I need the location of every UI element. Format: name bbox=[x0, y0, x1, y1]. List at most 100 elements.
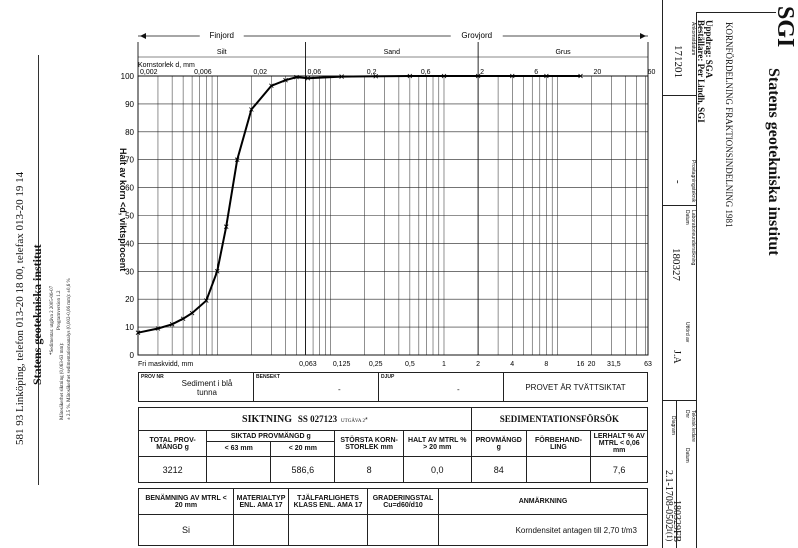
fraction-label-bg bbox=[450, 29, 503, 39]
djup-label: DJUP bbox=[381, 374, 395, 380]
siktning-star: * bbox=[365, 416, 368, 424]
v-lerhalt: 7,6 bbox=[590, 456, 648, 483]
v-benamning: Si bbox=[138, 514, 234, 546]
x-bottom-tick-label: 1 bbox=[442, 361, 446, 368]
tekn-label: Teknisk ledare bbox=[690, 410, 696, 442]
datum2-label: Datum bbox=[684, 448, 690, 463]
col-lt63: < 63 mm bbox=[206, 440, 272, 458]
col-tjal: TJÄLFARLIGHETS KLASS ENL. AMA 17 bbox=[288, 487, 368, 516]
header-top-line bbox=[696, 12, 776, 13]
djup-value: - bbox=[457, 385, 460, 394]
data-point bbox=[283, 77, 288, 83]
y-tick-label: 70 bbox=[125, 156, 134, 165]
provet-text: PROVET ÄR TVÄTTSIKTAT bbox=[503, 372, 648, 402]
y-tick-label: 50 bbox=[125, 212, 134, 221]
prov-table: PROV NR Sediment i blå tunna BENSEKT - D… bbox=[138, 372, 648, 402]
data-point bbox=[441, 73, 447, 79]
provtagning-value: - bbox=[672, 180, 684, 184]
v-lt63 bbox=[206, 456, 272, 483]
col-forbehand: FÖRBEHAND-LING bbox=[525, 430, 592, 458]
x-bottom-tick-label: 0,063 bbox=[299, 361, 317, 368]
data-point bbox=[475, 73, 481, 79]
x-bottom-tick-label: 63 bbox=[644, 361, 652, 368]
x-bottom-tick-label: 20 bbox=[588, 361, 596, 368]
x-top-tick-label: 6 bbox=[534, 69, 538, 76]
v-tjal bbox=[288, 514, 368, 546]
x-bottom-tick-label: 31,5 bbox=[607, 361, 621, 368]
djup-cell: DJUP - bbox=[378, 372, 504, 402]
v-materialtyp bbox=[233, 514, 289, 546]
x-top-axis-label: Kornstorlek d, mm bbox=[138, 62, 195, 69]
bensekt-value: - bbox=[338, 385, 341, 394]
x-top-tick-label: 0,006 bbox=[194, 69, 212, 76]
v-forbehand bbox=[525, 456, 592, 483]
x-top-tick-label: 0,002 bbox=[140, 69, 158, 76]
provtagning-label: Provtagningsteknik bbox=[690, 160, 696, 203]
siktning-title: SIKTNING bbox=[242, 413, 293, 425]
v-total: 3212 bbox=[137, 456, 208, 483]
y-tick-label: 60 bbox=[125, 184, 134, 193]
x-top-tick-label: 20 bbox=[594, 69, 602, 76]
y-tick-label: 80 bbox=[125, 128, 134, 137]
utford-label: Utförd av bbox=[684, 322, 690, 343]
v-provmangd: 84 bbox=[470, 456, 527, 483]
fraction-arrow-left bbox=[140, 33, 146, 39]
logo: SGI bbox=[772, 6, 798, 48]
provnr-value: Sediment i blå tunna bbox=[181, 379, 233, 397]
subtitle: KORNFÖRDELNING FRAKTIONSINDELNING 1981 bbox=[724, 22, 734, 228]
fraction-label-grovjord: Grovjord bbox=[461, 31, 492, 40]
header-block: Ankomstdatum 171201 Provtagningsteknik -… bbox=[662, 0, 798, 548]
datum-label: Datum bbox=[684, 210, 690, 225]
col-materialtyp: MATERIALTYP ENL. AMA 17 bbox=[233, 487, 289, 516]
benamning-table: BENÄMNING AV MTRL < 20 mm MATERIALTYP EN… bbox=[138, 487, 648, 546]
data-point bbox=[135, 330, 141, 335]
v-anmarkning: Korndensitet antagen till 2,70 t/m3 bbox=[438, 514, 648, 546]
provnr-label: PROV NR bbox=[141, 374, 164, 380]
data-point bbox=[578, 73, 583, 79]
siktning-table: SIKTNING SS 027123 UTGÅVA 2* SEDIMENTATI… bbox=[137, 406, 649, 483]
col-gradering: GRADERINGSTAL Cu=d60/d10 bbox=[367, 487, 439, 516]
data-point bbox=[294, 74, 299, 80]
data-point bbox=[189, 310, 195, 316]
v-gradering bbox=[367, 514, 439, 546]
data-point bbox=[223, 224, 229, 229]
header-left-border bbox=[662, 0, 663, 548]
v-lt20: 586,6 bbox=[270, 456, 336, 483]
x-top-tick-label: 0,2 bbox=[367, 69, 377, 76]
datum-value: 180327 bbox=[670, 248, 682, 281]
col-anmarkning: ANMÄRKNING bbox=[438, 487, 648, 516]
header-hline-2 bbox=[662, 205, 696, 206]
header-inner-vline bbox=[676, 400, 677, 548]
x-bottom-tick-label: 0,25 bbox=[369, 361, 383, 368]
subfraction-label-grus: Grus bbox=[555, 49, 571, 56]
grain-size-curve bbox=[137, 75, 581, 334]
bensekt-cell: BENSEKT - bbox=[253, 372, 379, 402]
x-bottom-tick-label: 8 bbox=[544, 361, 548, 368]
col-lt20: < 20 mm bbox=[270, 440, 336, 458]
header-inst-name: Statens geotekniska institut bbox=[765, 68, 782, 256]
y-axis-label: Halt av korn <d, viktsprocent bbox=[118, 148, 128, 272]
y-tick-label: 30 bbox=[125, 267, 134, 276]
y-tick-label: 90 bbox=[125, 100, 134, 109]
v-storsta: 8 bbox=[334, 456, 404, 483]
footer-rule bbox=[38, 55, 39, 485]
col-total: TOTAL PROV-MÄNGD g bbox=[137, 430, 208, 458]
subfraction-label-silt: Silt bbox=[217, 49, 227, 56]
bensekt-label: BENSEKT bbox=[256, 374, 280, 380]
y-tick-label: 100 bbox=[121, 72, 135, 81]
header-divider bbox=[696, 12, 697, 548]
data-point bbox=[249, 107, 254, 112]
col-provmangd: PROVMÄNGD g bbox=[470, 430, 527, 458]
lab-label: Laboratorieundersökning bbox=[690, 210, 696, 266]
header-hline-3 bbox=[662, 400, 696, 401]
y-tick-label: 10 bbox=[125, 323, 134, 332]
data-point bbox=[180, 316, 186, 322]
header-hline-1 bbox=[662, 95, 696, 96]
x-bottom-tick-label: 0,125 bbox=[333, 361, 351, 368]
col-siktad: SIKTAD PROVMÄNGD g bbox=[206, 430, 336, 442]
data-point bbox=[203, 298, 209, 303]
fraction-arrow-right bbox=[640, 33, 646, 39]
x-top-tick-label: 0,02 bbox=[253, 69, 267, 76]
dnr-label: Dnr bbox=[684, 410, 690, 419]
bestallare: Beställare: Per Lindh, SGI bbox=[696, 20, 706, 123]
